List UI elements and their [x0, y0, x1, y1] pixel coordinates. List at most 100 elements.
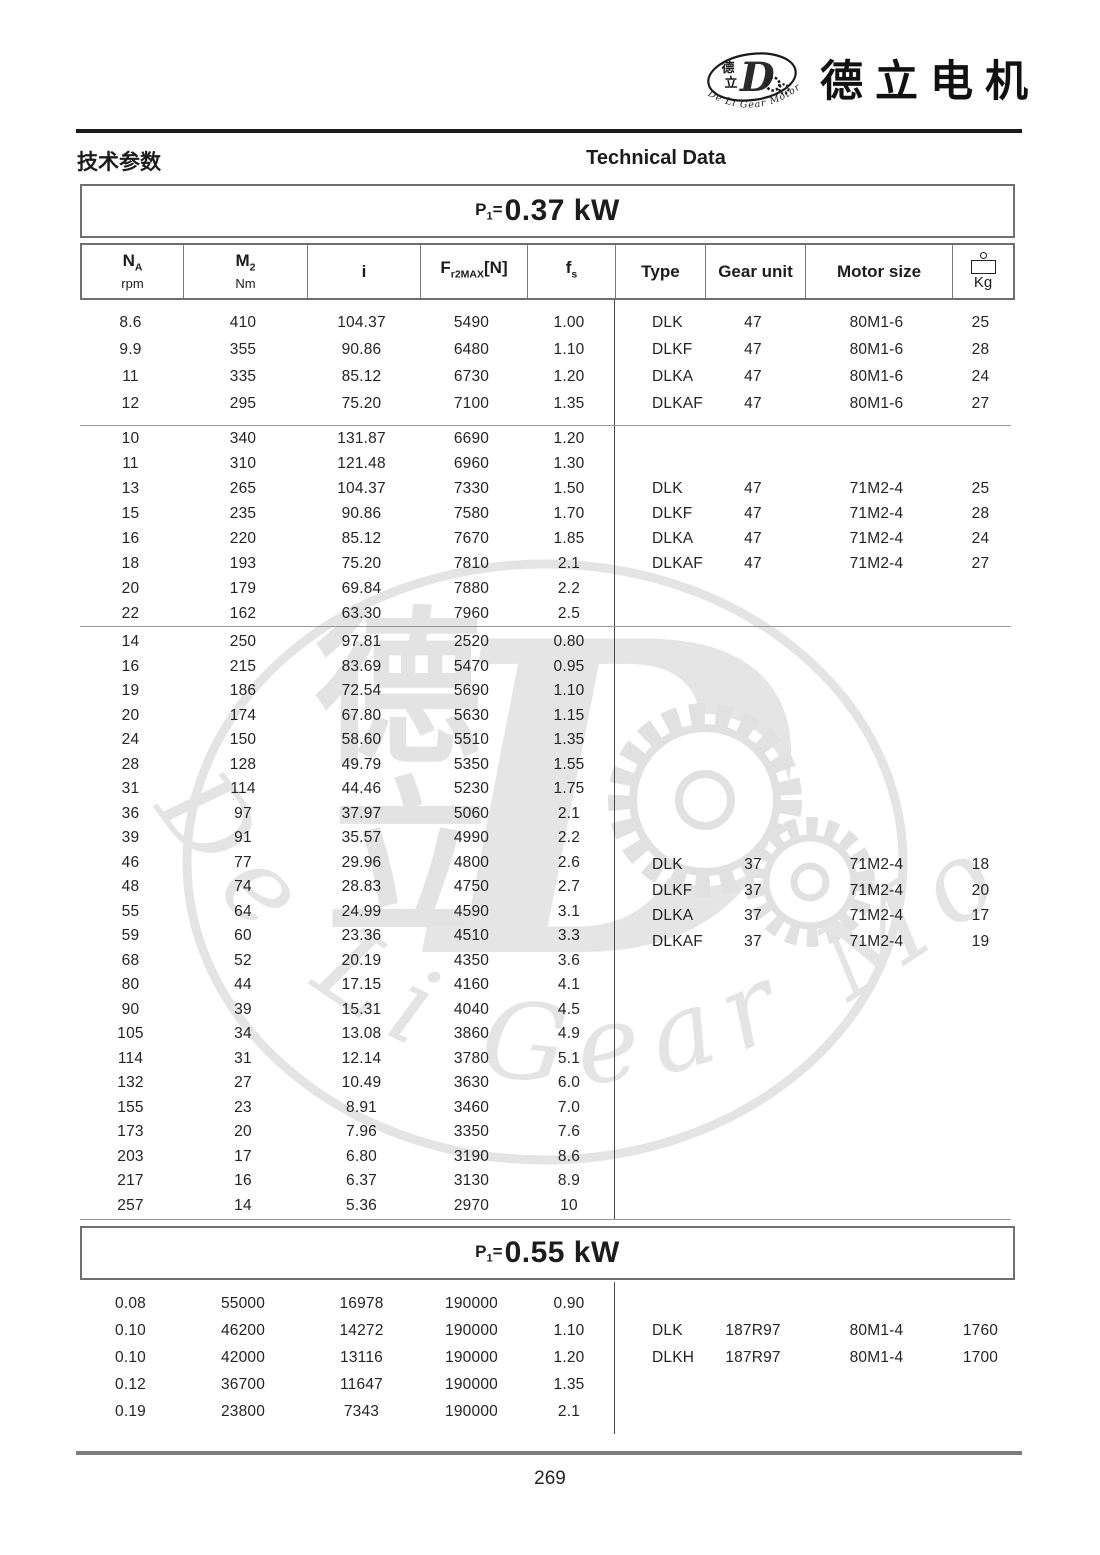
table-row: 18 193 75.20 7810 2.1 [80, 551, 614, 576]
cell: 27 [971, 394, 990, 412]
cell: 1.10 [553, 341, 585, 358]
cell: 203 [117, 1147, 144, 1165]
cell: 0.19 [115, 1403, 146, 1420]
type-row: DLKA 37 71M2-4 17 [615, 903, 1011, 929]
cell: 17 [234, 1147, 252, 1165]
cell: 5.36 [346, 1196, 377, 1214]
cell: 20 [121, 580, 140, 597]
cell: 104.37 [337, 314, 386, 331]
cell: 5630 [453, 706, 490, 724]
type-rows: DLK 37 71M2-4 18 DLKF 37 71M2-4 20 DLKA 37 71M2-4 1… [614, 627, 1011, 1219]
cell: 114 [117, 1049, 144, 1067]
cell: 1.35 [553, 1376, 585, 1393]
cell: 52 [234, 951, 252, 969]
table-row: 31 114 44.46 5230 1.75 [80, 777, 614, 802]
table-row: 16 215 83.69 5470 0.95 [80, 655, 614, 680]
cell: DLK [652, 856, 683, 873]
cell: 10 [121, 430, 140, 447]
cell: 85.12 [341, 530, 382, 547]
cell: 12.14 [341, 1049, 382, 1067]
cell: 36 [121, 804, 140, 822]
cell: 179 [229, 580, 257, 597]
type-row: DLK 47 80M1-6 25 [615, 309, 1011, 336]
table-row: 217 16 6.37 3130 8.9 [80, 1169, 614, 1194]
cell: 193 [229, 555, 257, 572]
cell: 5060 [453, 804, 490, 822]
cell: 97.81 [341, 633, 382, 650]
data-rows: 14 250 97.81 2520 0.80 16 215 83.69 5470 0.95 19 18… [80, 627, 614, 1219]
cell: 0.08 [115, 1295, 146, 1312]
cell: 7810 [453, 555, 490, 572]
cell: 90.86 [341, 341, 382, 358]
cell: 13116 [340, 1349, 383, 1366]
table-row: 12 295 75.20 7100 1.35 [80, 390, 614, 417]
cell: 5690 [453, 682, 490, 699]
column-header-m2: M2 Nm [183, 245, 307, 298]
cell: 37 [744, 856, 762, 873]
type-row: DLKF 37 71M2-4 20 [615, 878, 1011, 904]
power-title-037: P1= 0.37 kW [80, 184, 1015, 238]
cell: DLKF [652, 340, 693, 358]
cell: 5230 [453, 780, 490, 797]
cell: 77 [234, 853, 252, 871]
type-row: DLK 47 71M2-4 25 [615, 476, 1011, 501]
cell: 4990 [453, 829, 490, 846]
cell: 15.31 [341, 1000, 382, 1018]
cell: 5510 [453, 731, 490, 748]
cell: 58.60 [341, 731, 382, 748]
emblem-d-letter: D [739, 54, 775, 101]
cell: 46 [121, 853, 140, 871]
cell: DLKH [652, 1349, 695, 1366]
type-row: DLK 187R97 80M1-4 1760 [615, 1317, 1011, 1344]
cell: 42000 [220, 1349, 266, 1366]
cell: 91 [234, 829, 252, 846]
cell: 29.96 [341, 853, 382, 871]
cell: 265 [229, 480, 257, 497]
cell: 121.48 [337, 455, 386, 472]
cell: 90.86 [341, 505, 382, 522]
cell: 187R97 [725, 1349, 781, 1366]
cell: 64 [234, 902, 252, 920]
cell: 31 [121, 780, 140, 797]
cell: 7880 [453, 580, 490, 597]
cell: 114 [230, 780, 256, 797]
cell: 186 [229, 682, 257, 699]
cell: 71M2-4 [849, 881, 904, 899]
cell: 190000 [445, 1403, 498, 1420]
cell: 71M2-4 [849, 856, 904, 873]
cell: 24 [121, 731, 140, 748]
cell: 2.5 [557, 605, 581, 622]
cell: 2970 [453, 1196, 490, 1214]
cell: 49.79 [341, 755, 382, 773]
cell: 173 [117, 1123, 144, 1140]
table-row: 39 91 35.57 4990 2.2 [80, 826, 614, 851]
cell: 1.75 [553, 780, 585, 797]
cell: 23800 [220, 1403, 266, 1420]
cell: 37 [744, 932, 762, 950]
cell: 37 [744, 881, 762, 899]
cell: 15 [121, 505, 140, 522]
cell: DLKAF [652, 394, 703, 412]
table-row: 105 34 13.08 3860 4.9 [80, 1022, 614, 1047]
cell: 3630 [453, 1074, 490, 1091]
cell: 155 [117, 1098, 144, 1116]
cell: 27 [234, 1074, 252, 1091]
cell: 18 [121, 555, 140, 572]
cell: 2.7 [557, 878, 581, 895]
cell: 257 [117, 1196, 144, 1214]
cell: 2.6 [557, 853, 581, 871]
cell: 250 [229, 633, 257, 650]
cell: 28 [971, 340, 990, 358]
type-row: DLKF 47 80M1-6 28 [615, 336, 1011, 363]
table-row: 16 220 85.12 7670 1.85 [80, 526, 614, 551]
cell: 71M2-4 [849, 530, 904, 547]
cell: 71M2-4 [849, 932, 904, 950]
column-header-type: Type [615, 245, 705, 298]
footer-divider [76, 1451, 1022, 1455]
cell: 3460 [453, 1098, 490, 1116]
column-header-i: i [307, 245, 420, 298]
cell: 83.69 [341, 657, 382, 675]
cell: 85.12 [341, 368, 382, 385]
cell: 31 [234, 1049, 252, 1067]
cell: 1.20 [553, 368, 585, 385]
